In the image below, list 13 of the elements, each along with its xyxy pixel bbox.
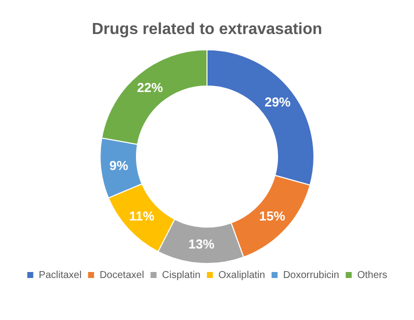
data-label: 9% (109, 158, 129, 174)
data-label: 29% (264, 94, 292, 110)
legend-label: Cisplatin (162, 270, 200, 281)
legend-label: Oxaliplatin (218, 270, 266, 281)
legend-label: Doxorrubicin (283, 270, 340, 281)
data-label: 15% (259, 208, 286, 224)
legend-label: Others (357, 270, 388, 281)
data-label: 11% (129, 208, 155, 224)
legend-label: Paclitaxel (38, 270, 82, 281)
data-label: 22% (136, 80, 164, 96)
chart-title: Drugs related to extravasation (92, 21, 322, 38)
data-label: 13% (188, 236, 215, 252)
legend-label: Docetaxel (100, 270, 144, 281)
